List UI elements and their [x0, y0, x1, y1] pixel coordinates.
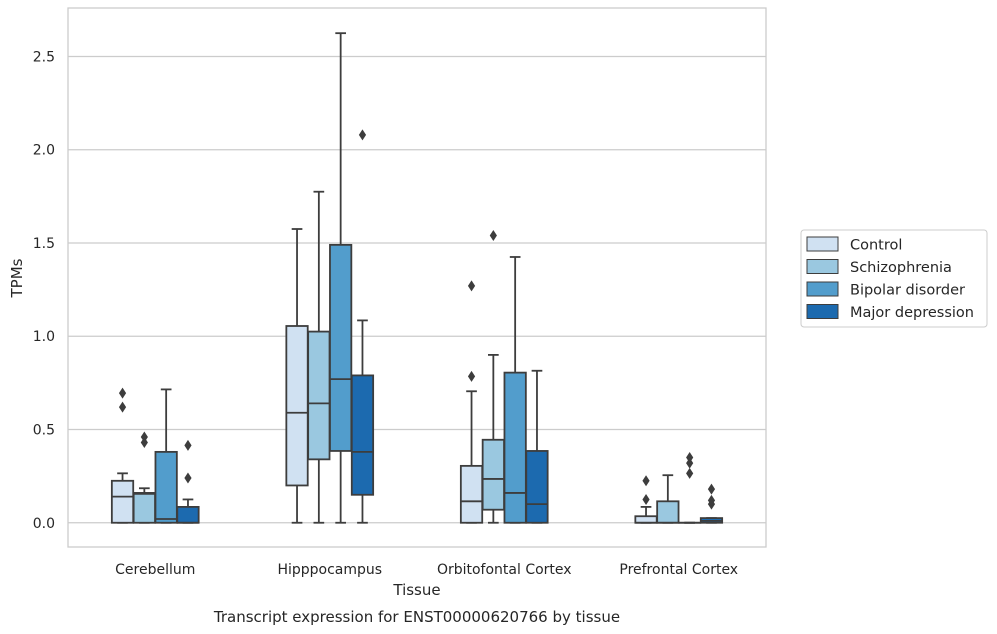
outlier-point: [642, 493, 650, 505]
outlier-point: [358, 129, 367, 141]
y-tick-label: 0.5: [33, 423, 55, 439]
box-1-0: [285, 228, 309, 524]
box-body: [154, 450, 178, 524]
y-axis-label: TPMs: [8, 258, 26, 298]
outlier-point: [467, 370, 476, 382]
outlier-point: [118, 387, 127, 399]
box-1-1: [307, 190, 331, 524]
outlier-point: [118, 401, 127, 413]
outlier-point: [140, 431, 148, 443]
box-body: [634, 515, 658, 524]
box-1-3: [350, 129, 375, 524]
outlier-point: [489, 230, 497, 242]
box-3-3: [699, 483, 724, 524]
legend-frame: [800, 229, 988, 328]
box-body: [285, 325, 309, 487]
y-tick-labels: 0.0 0.5 1.0 1.5 2.0 2.5: [33, 49, 55, 531]
outlier-point: [707, 494, 716, 506]
outlier-point: [686, 467, 694, 479]
box-2-2: [503, 256, 527, 524]
box-body: [481, 438, 505, 511]
x-tick-label: Prefrontal Cortex: [619, 562, 738, 578]
legend-swatch: [806, 304, 839, 319]
box-0-2: [154, 388, 178, 524]
outlier-point: [184, 439, 192, 451]
box-body: [525, 450, 549, 524]
box-body: [503, 371, 527, 524]
legend-label: Major depression: [850, 305, 974, 321]
x-tick-label: Cerebellum: [115, 562, 195, 578]
y-tick-label: 2.5: [33, 49, 55, 65]
box-3-0: [634, 475, 658, 524]
outlier-point: [686, 451, 694, 463]
outlier-point: [642, 475, 650, 487]
box-0-3: [176, 439, 200, 524]
box-2-3: [525, 369, 549, 524]
outlier-point: [140, 437, 148, 449]
box-body: [459, 464, 484, 524]
legend-swatch: [806, 259, 839, 274]
box-body: [132, 492, 156, 524]
y-tick-label: 1.0: [33, 329, 55, 345]
legend-swatch: [806, 281, 839, 297]
box-0-0: [110, 387, 135, 524]
y-tick-label: 1.5: [33, 236, 55, 252]
outlier-point: [467, 280, 476, 292]
box-body: [329, 243, 353, 452]
x-tick-labels: Cerebellum Hipppocampus Orbitofontal Corte…: [115, 562, 738, 578]
legend-swatch: [806, 236, 839, 252]
boxes: [110, 32, 724, 524]
plot-frame: [67, 7, 767, 548]
box-body: [110, 479, 135, 524]
box-1-2: [329, 32, 353, 524]
y-tick-label: 2.0: [33, 143, 55, 159]
x-tick-label: Hipppocampus: [277, 562, 382, 578]
box-body: [307, 330, 331, 461]
y-tick-label: 0.0: [33, 516, 55, 532]
box-body: [176, 506, 200, 524]
legend-label: Bipolar disorder: [850, 283, 965, 299]
outlier-point: [184, 472, 192, 484]
legend: Control Schizophrenia Bipolar disorder Majo…: [800, 229, 988, 328]
box-3-1: [656, 474, 680, 524]
box-body: [656, 500, 680, 524]
legend-label: Schizophrenia: [850, 260, 952, 276]
outlier-point: [686, 457, 694, 469]
box-body: [350, 374, 375, 496]
legend-label: Control: [850, 238, 902, 254]
x-tick-label: Orbitofontal Cortex: [437, 562, 572, 578]
outlier-point: [707, 483, 716, 495]
chart-title: Transcript expression for ENST0000062076…: [213, 608, 620, 626]
x-axis-label: Tissue: [392, 581, 440, 599]
